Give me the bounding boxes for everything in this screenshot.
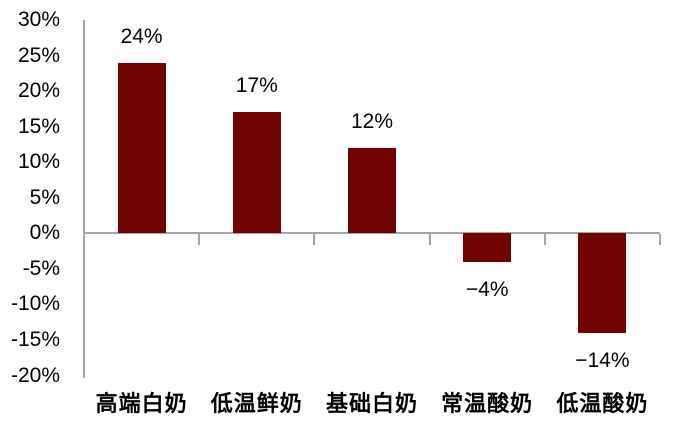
bar-value-label: 17% (235, 74, 278, 98)
bar-value-label: 24% (120, 24, 163, 48)
bar-value-label: 12% (350, 109, 394, 133)
y-tick-label: 30% (17, 8, 60, 31)
x-axis-tick (543, 234, 546, 246)
category-label: 高端白奶 (95, 391, 188, 416)
category-label: 常温酸奶 (441, 391, 534, 416)
x-axis-tick (198, 234, 201, 246)
y-tick-label: -20% (10, 363, 60, 387)
y-tick-label: 25% (17, 43, 60, 67)
y-tick-label: -5% (22, 256, 60, 280)
y-tick-label: -15% (10, 327, 60, 351)
y-tick-label: 20% (17, 79, 60, 103)
y-tick-label: 15% (17, 114, 60, 138)
bar-value-label: −14% (575, 348, 630, 372)
x-axis-tick (428, 234, 431, 246)
y-tick-label: 0% (29, 221, 60, 245)
bar (463, 233, 512, 262)
bar (117, 62, 166, 234)
x-axis-tick (313, 234, 316, 246)
category-label: 基础白奶 (325, 391, 418, 416)
y-tick-label: 5% (29, 185, 60, 209)
y-tick-label: 10% (17, 150, 60, 174)
x-axis-zero-line (84, 232, 660, 235)
category-label: 低温鲜奶 (210, 391, 303, 416)
x-axis-tick (659, 234, 661, 246)
bar-value-label: −4% (465, 277, 509, 301)
bar (578, 233, 627, 333)
bar (232, 112, 281, 234)
y-axis-line (83, 20, 85, 378)
category-label: 低温酸奶 (556, 391, 649, 416)
y-tick-label: -10% (10, 292, 60, 316)
bar (348, 147, 396, 234)
